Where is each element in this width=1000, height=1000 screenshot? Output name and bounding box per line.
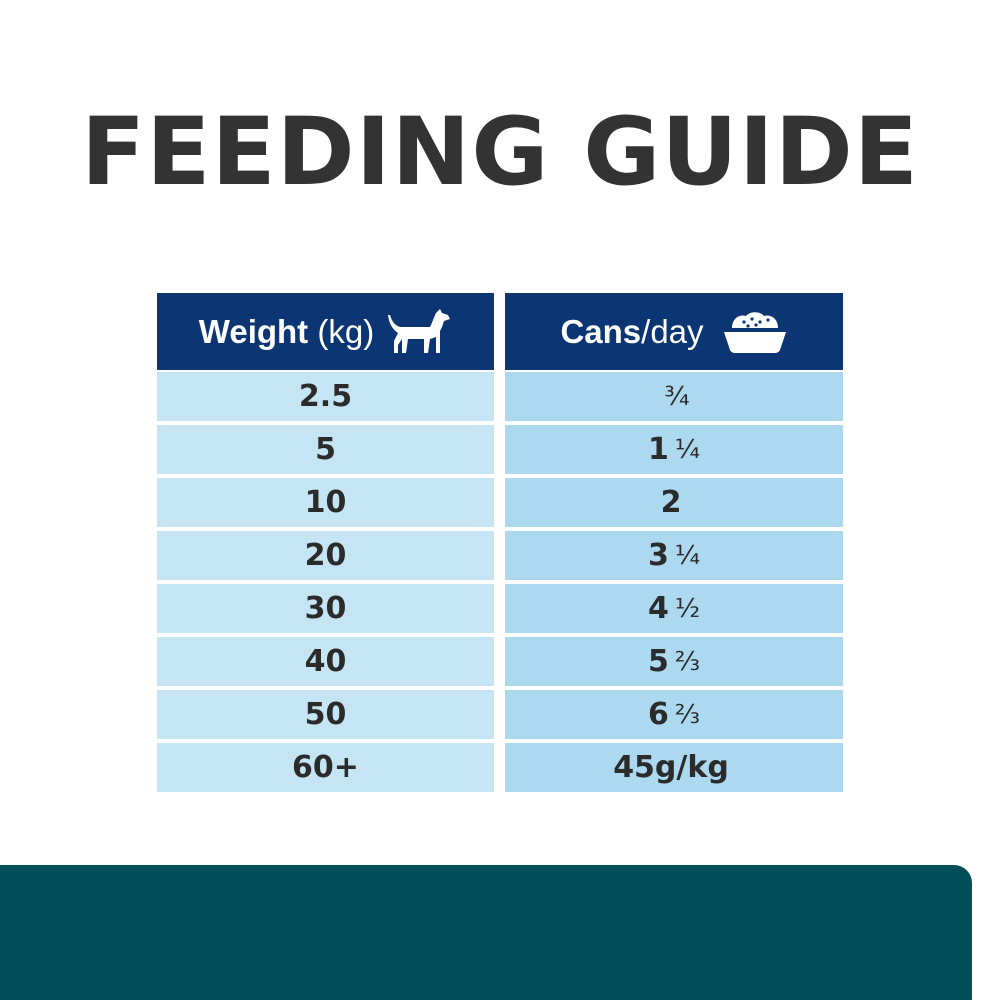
- cans-cell: 2: [505, 478, 843, 527]
- cans-fraction: ¼: [674, 540, 701, 571]
- cans-whole: 4: [647, 591, 669, 626]
- weight-cell: 40: [157, 637, 494, 686]
- cans-fraction: ⅔: [674, 646, 701, 677]
- cans-fraction: ½: [674, 593, 701, 624]
- cans-whole: 1: [647, 432, 669, 467]
- weight-cell: 50: [157, 690, 494, 739]
- page-title: FEEDING GUIDE: [81, 98, 919, 207]
- weight-cell: 10: [157, 478, 494, 527]
- weight-cell: 2.5: [157, 372, 494, 421]
- weight-cell: 30: [157, 584, 494, 633]
- cans-header-label: Cans: [560, 312, 642, 350]
- food-bowl-icon: [723, 311, 786, 353]
- cans-whole: 45g/kg: [613, 750, 729, 785]
- weight-cells: 2.5 5 10 20 30 40 50 60+: [157, 372, 494, 792]
- weight-cell: 20: [157, 531, 494, 580]
- weight-cell: 60+: [157, 743, 494, 792]
- footer-band: [0, 865, 972, 1000]
- cans-header-unit: /day: [641, 312, 704, 350]
- weight-header-unit: (kg): [308, 312, 375, 350]
- dog-icon: [388, 308, 451, 353]
- cans-whole: 6: [647, 697, 669, 732]
- cans-whole: 2: [660, 485, 682, 520]
- weight-header: Weight (kg): [157, 293, 494, 370]
- cans-cell: 45g/kg: [505, 743, 843, 792]
- cans-whole: 3: [647, 538, 669, 573]
- weight-cell: 5: [157, 425, 494, 474]
- cans-fraction: ¾: [664, 381, 690, 412]
- weight-header-label: Weight: [198, 312, 309, 350]
- cans-cell: ¾: [505, 372, 843, 421]
- cans-header: Cans /day: [505, 293, 843, 370]
- weight-column: Weight (kg) 2.5 5 10 20 30 40 50 60+: [157, 293, 494, 796]
- cans-whole: 5: [647, 644, 669, 679]
- cans-fraction: ¼: [674, 434, 701, 465]
- cans-fraction: ⅔: [674, 699, 701, 730]
